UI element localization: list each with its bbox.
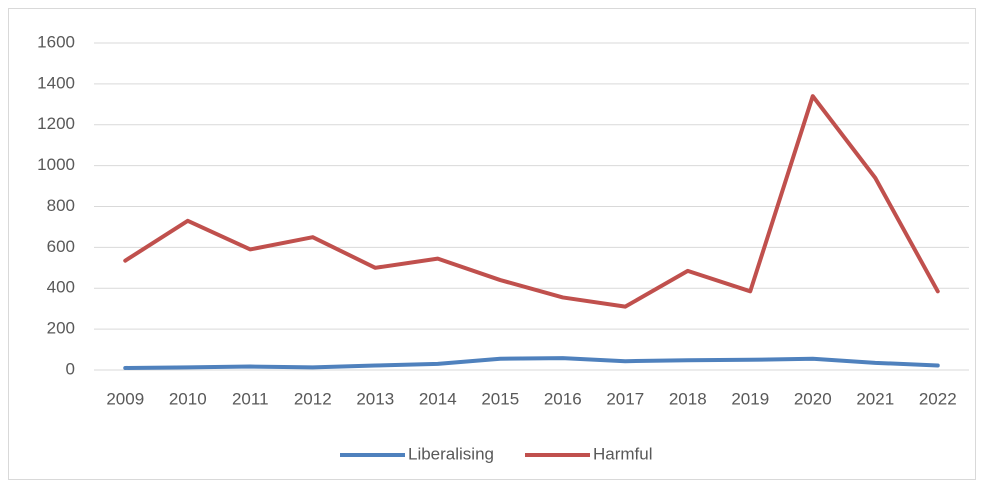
x-tick-label: 2020 bbox=[794, 389, 832, 408]
data-line bbox=[123, 356, 940, 370]
data-line bbox=[123, 94, 940, 309]
x-tick-label: 2010 bbox=[169, 389, 207, 408]
x-tick-label: 2018 bbox=[669, 389, 707, 408]
x-tick-label: 2021 bbox=[856, 389, 894, 408]
y-tick-label: 800 bbox=[47, 196, 75, 215]
x-tick-label: 2014 bbox=[419, 389, 457, 408]
x-tick-label: 2011 bbox=[232, 389, 269, 408]
y-tick-label: 600 bbox=[47, 237, 75, 256]
x-tick-label: 2017 bbox=[606, 389, 644, 408]
y-tick-label: 1200 bbox=[37, 114, 75, 133]
x-tick-label: 2009 bbox=[106, 389, 144, 408]
legend-label: Harmful bbox=[593, 444, 653, 463]
y-tick-label: 0 bbox=[66, 359, 75, 378]
y-tick-label: 1000 bbox=[37, 155, 75, 174]
x-tick-label: 2012 bbox=[294, 389, 332, 408]
x-tick-label: 2022 bbox=[919, 389, 957, 408]
x-tick-label: 2013 bbox=[356, 389, 394, 408]
y-tick-label: 200 bbox=[47, 319, 75, 338]
y-tick-label: 1400 bbox=[37, 73, 75, 92]
y-tick-label: 400 bbox=[47, 278, 75, 297]
x-tick-label: 2015 bbox=[481, 389, 519, 408]
x-tick-label: 2016 bbox=[544, 389, 582, 408]
y-tick-label: 1600 bbox=[37, 32, 75, 51]
legend-label: Liberalising bbox=[408, 444, 494, 463]
chart-frame bbox=[8, 8, 976, 480]
x-tick-label: 2019 bbox=[731, 389, 769, 408]
